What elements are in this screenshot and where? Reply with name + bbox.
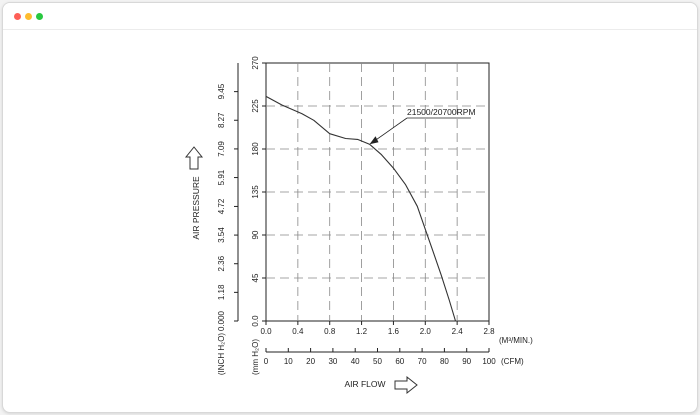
- y-unit-mm: (mm H₂O): [251, 339, 260, 375]
- x-tick-label-m3: 2.8: [483, 327, 495, 336]
- x-tick-label-m3: 0.8: [324, 327, 336, 336]
- fan-performance-chart: 0.0 0.4 0.8 1.2 1.6 2.0 2.4 2.8 (M³/MIN.) 0 10 20 30…: [184, 56, 533, 395]
- annotation-arrowhead: [369, 136, 379, 145]
- x-tick-label-cfm: 70: [418, 357, 427, 366]
- x-unit-cfm: (CFM): [501, 357, 524, 366]
- y-tick-label-inch: 8.27: [217, 112, 226, 128]
- y-tick-label-mm: 90: [251, 230, 260, 239]
- annotation-leader: [375, 117, 408, 141]
- y-tick-label-mm: 0.0: [251, 315, 260, 327]
- x-tick-label-cfm: 40: [351, 357, 360, 366]
- x-tick-label-cfm: 20: [306, 357, 315, 366]
- x-tick-label-cfm: 80: [440, 357, 449, 366]
- maximize-button[interactable]: [36, 13, 43, 20]
- y-tick-label-mm: 135: [251, 185, 260, 199]
- x-tick-label-cfm: 50: [373, 357, 382, 366]
- y-unit-inch: (INCH H₂O): [217, 333, 226, 376]
- y-axis-arrow: [184, 146, 204, 170]
- close-button[interactable]: [14, 13, 21, 20]
- x-tick-label-cfm: 90: [462, 357, 471, 366]
- x-unit-m3: (M³/MIN.): [499, 336, 533, 345]
- y-tick-label-inch: 2.36: [217, 255, 226, 271]
- y-tick-label-mm: 45: [251, 273, 260, 282]
- y-tick-label-inch: 9.45: [217, 83, 226, 99]
- y-tick-label-inch: 1.18: [217, 284, 226, 300]
- title-bar: [3, 3, 697, 30]
- x-tick-label-cfm: 10: [284, 357, 293, 366]
- y-tick-label-inch: 5.91: [217, 169, 226, 185]
- x-tick-label-cfm: 60: [395, 357, 404, 366]
- y-tick-label-mm: 270: [251, 56, 260, 70]
- x-tick-label-m3: 0.4: [292, 327, 304, 336]
- x-tick-label-m3: 1.6: [388, 327, 400, 336]
- y-tick-label-inch: 0.000: [217, 310, 226, 331]
- y-axis-title: AIR PRESSURE: [191, 176, 201, 240]
- y-tick-label-inch: 4.72: [217, 198, 226, 214]
- x-tick-label-m3: 2.0: [420, 327, 432, 336]
- x-tick-label-m3: 2.4: [452, 327, 464, 336]
- chart-area: 0.0 0.4 0.8 1.2 1.6 2.0 2.4 2.8 (M³/MIN.) 0 10 20 30…: [3, 30, 697, 412]
- x-tick-label-cfm: 0: [264, 357, 269, 366]
- y-tick-label-inch: 3.54: [217, 227, 226, 243]
- series-annotation-label: 21500/20700RPM: [407, 107, 476, 117]
- series-line: [265, 95, 457, 322]
- x-tick-label-m3: 0.0: [260, 327, 272, 336]
- x-axis-title: AIR FLOW: [344, 379, 385, 389]
- y-tick-label-mm: 225: [251, 99, 260, 113]
- x-axis-arrow: [394, 375, 418, 395]
- x-tick-label-cfm: 30: [328, 357, 337, 366]
- x-tick-label-m3: 1.2: [356, 327, 368, 336]
- y-tick-label-inch: 7.09: [217, 141, 226, 157]
- y-tick-label-mm: 180: [251, 142, 260, 156]
- x-tick-label-cfm: 100: [482, 357, 496, 366]
- minimize-button[interactable]: [25, 13, 32, 20]
